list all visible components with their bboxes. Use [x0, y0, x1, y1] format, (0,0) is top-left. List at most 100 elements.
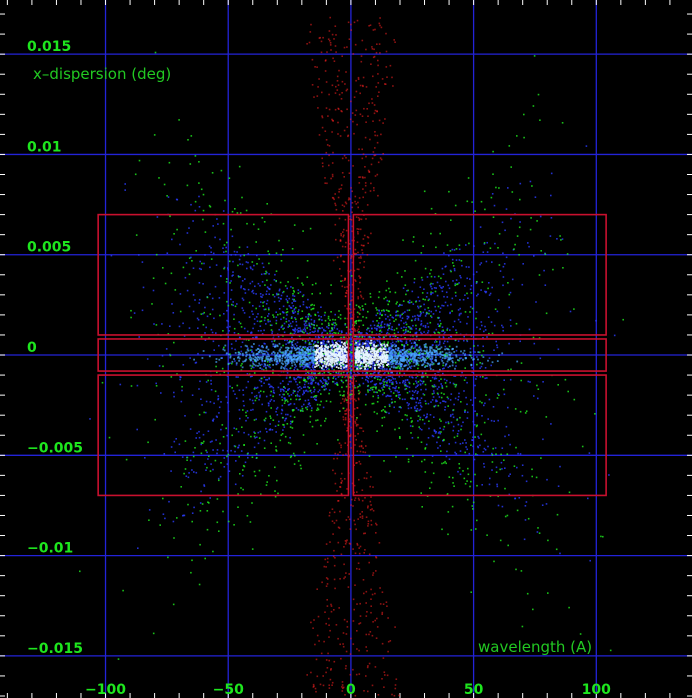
- scatter-point: [206, 451, 208, 454]
- scatter-point: [206, 315, 209, 318]
- scatter-point: [205, 381, 208, 383]
- scatter-point: [257, 313, 259, 315]
- scatter-point: [397, 365, 400, 368]
- scatter-point: [327, 382, 330, 385]
- scatter-point: [311, 303, 313, 306]
- scatter-point: [409, 340, 411, 342]
- scatter-point: [200, 442, 203, 444]
- scatter-point: [503, 393, 506, 396]
- scatter-point: [356, 123, 358, 126]
- scatter-point: [358, 218, 361, 220]
- scatter-point: [383, 392, 385, 394]
- scatter-point: [477, 344, 479, 347]
- scatter-point: [430, 291, 432, 294]
- scatter-point: [339, 410, 341, 412]
- scatter-point: [322, 684, 325, 687]
- scatter-point: [451, 310, 453, 312]
- scatter-point: [455, 295, 457, 297]
- scatter-point: [376, 378, 379, 381]
- scatter-point: [406, 344, 409, 346]
- scatter-point: [264, 359, 267, 361]
- scatter-point: [453, 485, 455, 487]
- scatter-point: [479, 367, 481, 369]
- scatter-point: [198, 298, 201, 301]
- scatter-point: [382, 603, 385, 605]
- scatter-point: [488, 357, 491, 359]
- scatter-point: [200, 336, 203, 338]
- scatter-point: [356, 450, 359, 453]
- scatter-point: [434, 373, 436, 375]
- scatter-point: [353, 269, 356, 272]
- scatter-point: [396, 372, 398, 375]
- scatter-point: [350, 23, 352, 26]
- scatter-point: [442, 336, 445, 338]
- scatter-point: [531, 475, 533, 478]
- scatter-point: [430, 481, 433, 484]
- scatter-point: [371, 386, 374, 389]
- scatter-point: [190, 256, 192, 259]
- scatter-point: [501, 447, 504, 449]
- scatter-point: [414, 345, 417, 347]
- scatter-point: [218, 406, 221, 409]
- scatter-point: [327, 362, 329, 364]
- scatter-point: [356, 241, 359, 243]
- scatter-point: [318, 78, 320, 80]
- scatter-point: [569, 310, 572, 313]
- scatter-point: [406, 392, 409, 394]
- scatter-point: [370, 519, 372, 522]
- scatter-point: [387, 640, 390, 643]
- scatter-point: [344, 543, 347, 545]
- scatter-point: [348, 518, 351, 521]
- scatter-point: [420, 347, 422, 350]
- scatter-point: [477, 293, 479, 296]
- scatter-point: [477, 446, 480, 449]
- scatter-point: [264, 284, 266, 286]
- scatter-point: [340, 275, 343, 277]
- scatter-point: [356, 311, 359, 314]
- scatter-point: [281, 388, 283, 391]
- scatter-point: [408, 386, 411, 389]
- scatter-point: [344, 305, 346, 307]
- scatter-point: [481, 281, 484, 283]
- scatter-point: [333, 325, 336, 327]
- scatter-point: [459, 416, 461, 419]
- scatter-point: [342, 643, 344, 645]
- scatter-point: [517, 452, 519, 455]
- scatter-point: [358, 268, 360, 271]
- scatter-point: [323, 328, 325, 331]
- scatter-point: [304, 378, 306, 381]
- scatter-point: [367, 381, 370, 383]
- scatter-point: [308, 41, 311, 44]
- scatter-point: [271, 357, 274, 360]
- scatter-point: [466, 277, 468, 280]
- scatter-point: [294, 454, 296, 457]
- scatter-point: [169, 325, 171, 327]
- scatter-point: [350, 390, 353, 392]
- scatter-point: [333, 369, 335, 371]
- scatter-point: [269, 386, 271, 388]
- scatter-point: [354, 280, 357, 282]
- scatter-point: [176, 517, 178, 519]
- scatter-point: [331, 131, 333, 133]
- scatter-point: [362, 153, 365, 155]
- scatter-point: [220, 462, 222, 464]
- scatter-point: [213, 349, 215, 351]
- scatter-point: [461, 371, 463, 374]
- scatter-point: [278, 308, 281, 310]
- scatter-point: [356, 544, 359, 546]
- scatter-point: [328, 164, 330, 167]
- scatter-point: [325, 400, 328, 402]
- scatter-point: [334, 382, 337, 385]
- scatter-point: [310, 315, 312, 317]
- scatter-point: [348, 573, 350, 575]
- scatter-point: [248, 316, 251, 318]
- scatter-point: [331, 33, 334, 36]
- scatter-point: [332, 151, 334, 154]
- scatter-point: [442, 372, 444, 375]
- scatter-point: [304, 347, 306, 350]
- scatter-point: [243, 404, 245, 407]
- scatter-point: [259, 293, 262, 295]
- scatter-point: [412, 394, 414, 397]
- scatter-point: [242, 389, 244, 391]
- scatter-point: [392, 392, 395, 394]
